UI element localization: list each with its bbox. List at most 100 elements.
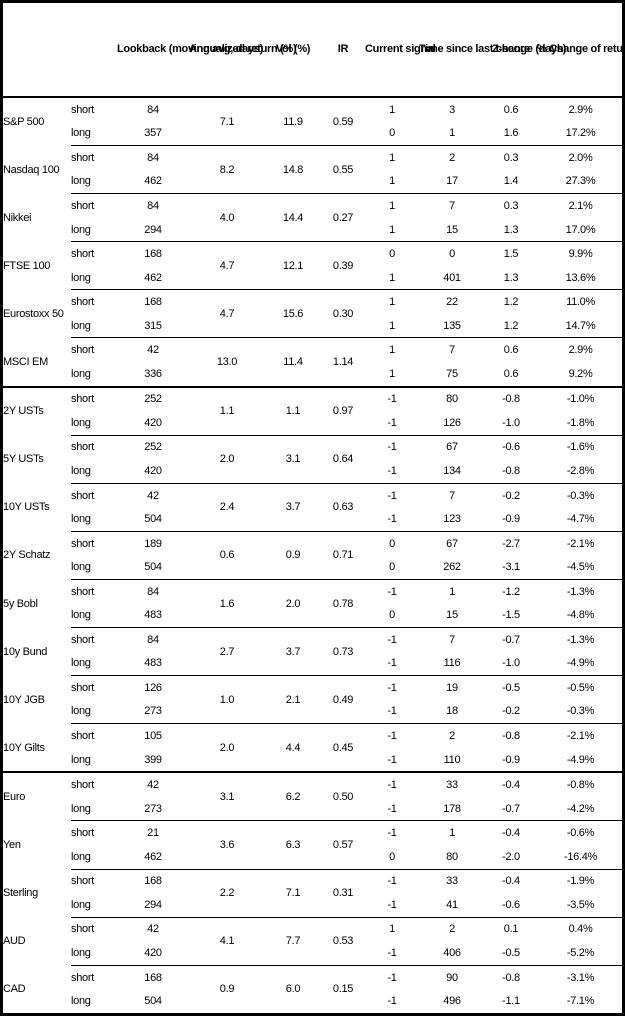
table-row-2y-usts-long: long 420 -1 126 -1.0 -1.8% (3, 411, 624, 435)
pct-change-5y-usts-short: -1.6% (537, 434, 624, 460)
asset-label-msci-em: MSCI EM (3, 355, 48, 368)
pct-change-yen-long: -16.4% (563, 850, 598, 863)
leg-label-short: short (71, 627, 117, 652)
table-row-5y-bobl-short: 5y Bobl short 84 1.6 2.0 0.78 -1 1 -1.2 -1.3% (3, 578, 624, 628)
asset-label-2y-schatz: 2Y Schatz (3, 549, 51, 562)
signal-ftse-100-short: 0 (365, 241, 419, 266)
lookback-yen-short: 21 (117, 820, 189, 846)
pct-change-euro-long: -4.2% (566, 802, 595, 815)
pct-change-aud-long: -5.2% (566, 946, 595, 959)
header-row: Lookback (moving avg, days) Annualized r… (3, 3, 625, 98)
zscore-aud-long: -0.5 (502, 946, 520, 959)
time-since-euro-long: 178 (443, 802, 461, 815)
lookback-sterling-short: 168 (117, 868, 189, 894)
zscore-10y-bund-long: -1.0 (502, 657, 520, 670)
signal-msci-em-short: 1 (365, 337, 419, 363)
signal-cad-long: -1 (387, 995, 397, 1008)
vol-5y-bobl: 2.0 (265, 578, 321, 628)
pct-change-sterling-long: -3.5% (566, 898, 595, 911)
asset-label-5y-bobl: 5y Bobl (3, 597, 38, 610)
vol-eurostoxx-50: 15.6 (265, 289, 321, 338)
time-since-ftse-100-long: 401 (443, 271, 461, 284)
vol-2y-usts: 1.1 (265, 385, 321, 436)
lookback-s-p-500-short: 84 (147, 103, 159, 116)
leg-label-short: short (71, 820, 117, 846)
col-header-time-since: Time since last change (days) (419, 3, 566, 98)
pct-change-5y-bobl-long: -4.8% (566, 609, 595, 622)
col-header-asset (3, 3, 71, 98)
annualized-return-10y-jgb: 1.0 (189, 675, 265, 724)
pct-change-cad-short: -3.1% (537, 964, 624, 990)
signal-10y-gilts-long: -1 (387, 753, 397, 766)
time-since-aud-long: 406 (443, 946, 461, 959)
leg-label-long: long (71, 319, 91, 332)
asset-label-10y-bund: 10y Bund (3, 645, 48, 658)
col-header-lookback: Lookback (moving avg, days) (117, 3, 263, 98)
time-since-cad-short: 90 (419, 964, 485, 990)
zscore-5y-usts-long: -0.8 (502, 465, 520, 478)
signal-10y-jgb-short: -1 (365, 675, 419, 700)
time-since-10y-gilts-long: 110 (443, 753, 461, 766)
lookback-2y-usts-short: 252 (117, 385, 189, 412)
ir-yen: 0.57 (321, 820, 365, 870)
time-since-sterling-short: 33 (419, 868, 485, 894)
leg-label-long: long (71, 175, 91, 188)
ir-2y-usts: 0.97 (321, 385, 365, 436)
ir-5y-usts: 0.64 (321, 434, 365, 484)
time-since-2y-usts-short: 80 (419, 385, 485, 412)
zscore-nasdaq-100-short: 0.3 (485, 145, 537, 170)
annualized-return-s-p-500: 7.1 (219, 115, 235, 128)
time-since-euro-short: 33 (419, 771, 485, 797)
signal-10y-gilts-short: -1 (365, 723, 419, 748)
vol-5y-usts: 3.1 (265, 434, 321, 484)
leg-label-short: short (71, 578, 117, 604)
signal-euro-long: -1 (387, 802, 397, 815)
ir-10y-bund: 0.73 (321, 627, 365, 676)
leg-label-long: long (71, 657, 91, 670)
time-since-eurostoxx-50-short: 22 (419, 289, 485, 314)
vol-msci-em: 11.4 (265, 337, 321, 387)
zscore-sterling-short: -0.4 (485, 868, 537, 894)
time-since-5y-bobl-long: 15 (446, 609, 458, 622)
vol-nikkei: 14.4 (265, 193, 321, 242)
leg-label-short: short (71, 964, 117, 990)
zscore-5y-bobl-short: -1.2 (485, 578, 537, 604)
vol-10y-gilts: 4.4 (265, 723, 321, 773)
time-since-2y-schatz-short: 67 (419, 530, 485, 556)
zscore-nasdaq-100-long: 1.4 (503, 175, 519, 188)
leg-label-short: short (71, 916, 117, 942)
zscore-ftse-100-long: 1.3 (503, 271, 519, 284)
leg-label-long: long (71, 465, 91, 478)
leg-label-long: long (71, 802, 91, 815)
zscore-yen-short: -0.4 (485, 820, 537, 846)
pct-change-sterling-short: -1.9% (537, 868, 624, 894)
lookback-5y-bobl-short: 84 (117, 578, 189, 604)
signal-5y-bobl-long: 0 (389, 609, 395, 622)
zscore-eurostoxx-50-short: 1.2 (485, 289, 537, 314)
vol-ftse-100: 12.1 (265, 241, 321, 290)
pct-change-10y-usts-short: -0.3% (537, 482, 624, 508)
table-row-nikkei-short: Nikkei short 84 4.0 14.4 0.27 1 7 0.3 2.1% (3, 193, 624, 242)
lookback-2y-usts-long: 420 (144, 416, 162, 429)
leg-label-long: long (71, 367, 91, 380)
zscore-5y-usts-short: -0.6 (485, 434, 537, 460)
vol-cad: 6.0 (265, 964, 321, 1013)
annualized-return-2y-schatz: 0.6 (189, 530, 265, 580)
time-since-10y-bund-long: 116 (443, 657, 461, 670)
signal-10y-usts-long: -1 (387, 513, 397, 526)
time-since-5y-usts-short: 67 (419, 434, 485, 460)
asset-label-10y-usts: 10Y USTs (3, 501, 50, 514)
leg-label-long: long (71, 946, 91, 959)
table-row-10y-gilts-long: long 399 -1 110 -0.9 -4.9% (3, 748, 624, 773)
signal-aud-short: 1 (365, 916, 419, 942)
table-row-yen-short: Yen short 21 3.6 6.3 0.57 -1 1 -0.4 -0.6% (3, 820, 624, 870)
lookback-eurostoxx-50-long: 315 (144, 319, 162, 332)
signal-aud-long: -1 (387, 946, 397, 959)
asset-label-s-p-500: S&P 500 (3, 115, 45, 128)
leg-label-short: short (71, 771, 117, 797)
time-since-ftse-100-short: 0 (419, 241, 485, 266)
lookback-10y-usts-long: 504 (144, 513, 162, 526)
vol-10y-jgb: 2.1 (265, 675, 321, 724)
asset-label-2y-usts: 2Y USTs (3, 385, 71, 436)
vol-sterling: 7.1 (265, 868, 321, 918)
